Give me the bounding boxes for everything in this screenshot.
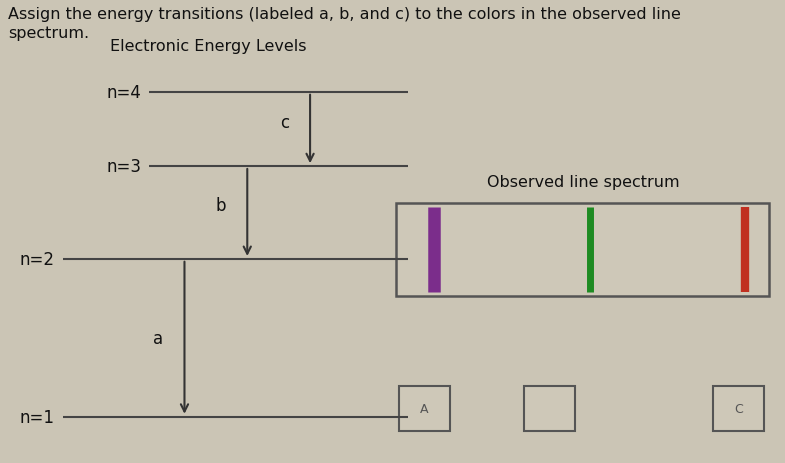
Text: a: a (153, 329, 163, 347)
Text: n=4: n=4 (107, 84, 141, 101)
Text: Assign the energy transitions (labeled a, b, and c) to the colors in the observe: Assign the energy transitions (labeled a… (8, 7, 681, 22)
Text: spectrum.: spectrum. (8, 25, 89, 40)
Text: c: c (279, 114, 289, 131)
Text: n=2: n=2 (20, 250, 55, 268)
Text: n=3: n=3 (106, 158, 141, 175)
Text: C: C (734, 402, 743, 415)
Bar (713, 387, 764, 431)
Bar (524, 387, 575, 431)
Bar (396, 204, 769, 296)
Text: b: b (216, 197, 226, 215)
Text: n=1: n=1 (20, 408, 55, 425)
Bar (399, 387, 450, 431)
Text: Observed line spectrum: Observed line spectrum (487, 175, 679, 190)
Text: A: A (420, 402, 429, 415)
Text: Electronic Energy Levels: Electronic Energy Levels (110, 39, 306, 54)
